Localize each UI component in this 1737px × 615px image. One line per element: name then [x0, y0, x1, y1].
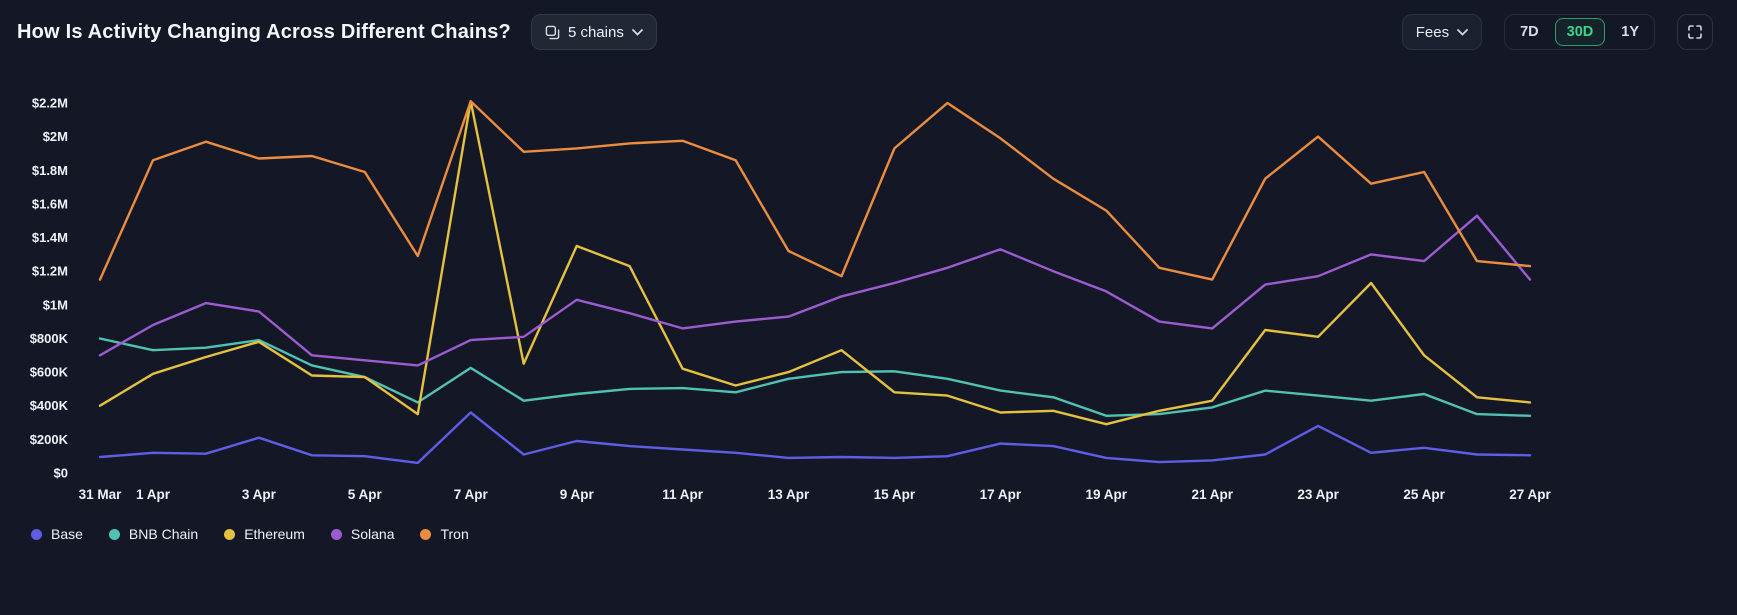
legend-dot-bnb-chain [108, 528, 120, 540]
x-axis-tick-label: 17 Apr [980, 487, 1022, 502]
chart-header: How Is Activity Changing Across Differen… [0, 0, 1737, 64]
series-line-solana[interactable] [98, 214, 1532, 367]
chains-icon [545, 25, 560, 40]
y-axis-tick-label: $1M [43, 297, 68, 312]
y-axis-tick-label: $1.8M [32, 163, 68, 178]
series-line-ethereum[interactable] [98, 100, 1532, 426]
legend-dot-tron [420, 528, 432, 540]
legend-label-base: Base [51, 526, 83, 542]
legend-label-solana: Solana [350, 526, 395, 542]
y-axis-tick-label: $2M [43, 129, 68, 144]
x-axis-tick-label: 15 Apr [874, 487, 916, 502]
chart-area: $0 $200K $400K $600K $800K $1M $1.2M $1.4M $1.6M… [0, 64, 1737, 516]
fullscreen-icon [1687, 24, 1703, 40]
x-axis-tick-label: 9 Apr [560, 487, 595, 502]
x-axis-tick-label: 23 Apr [1297, 487, 1339, 502]
x-axis-tick-label: 1 Apr [136, 487, 171, 502]
x-axis-tick-label: 21 Apr [1191, 487, 1233, 502]
time-range-7d[interactable]: 7D [1508, 18, 1551, 46]
fullscreen-button[interactable] [1677, 14, 1713, 50]
metric-dropdown-label: Fees [1415, 23, 1450, 41]
x-axis-tick-label: 7 Apr [454, 487, 489, 502]
legend-item-ethereum[interactable]: Ethereum [224, 526, 305, 542]
series-line-tron[interactable] [98, 100, 1532, 281]
time-range-1y[interactable]: 1Y [1609, 18, 1651, 46]
time-range-30d[interactable]: 30D [1554, 18, 1606, 46]
x-axis-tick-label: 3 Apr [242, 487, 277, 502]
x-axis-tick-label: 19 Apr [1086, 487, 1128, 502]
y-axis-tick-label: $600K [30, 365, 69, 380]
y-axis-tick-label: $1.2M [32, 264, 68, 279]
y-axis-tick-label: $200K [30, 432, 69, 447]
x-axis-tick-label: 25 Apr [1403, 487, 1445, 502]
y-axis-tick-label: $0 [54, 466, 68, 481]
activity-line-chart[interactable]: $0 $200K $400K $600K $800K $1M $1.2M $1.4M $1.6M… [0, 64, 1737, 516]
chains-filter-button[interactable]: 5 chains [530, 14, 657, 50]
y-axis-tick-label: $2.2M [32, 96, 68, 111]
legend-item-solana[interactable]: Solana [330, 526, 395, 542]
x-axis-tick-label: 11 Apr [662, 487, 704, 502]
series-line-base[interactable] [98, 411, 1532, 465]
metric-dropdown-fees[interactable]: Fees [1401, 14, 1483, 50]
x-axis-tick-label: 13 Apr [768, 487, 810, 502]
x-axis-tick-label: 5 Apr [348, 487, 383, 502]
time-range-group: 7D 30D 1Y [1504, 14, 1655, 50]
legend-dot-base [31, 528, 42, 540]
chains-filter-label: 5 chains [567, 23, 624, 41]
page-title: How Is Activity Changing Across Differen… [17, 20, 511, 43]
legend-item-tron[interactable]: Tron [420, 526, 469, 542]
legend-dot-ethereum [224, 528, 236, 540]
y-axis-tick-label: $1.6M [32, 196, 68, 211]
legend-dot-solana [330, 528, 342, 540]
y-axis-tick-label: $400K [30, 398, 69, 413]
legend-label-tron: Tron [440, 526, 469, 542]
series-line-bnb-chain[interactable] [98, 337, 1532, 417]
x-axis-tick-label: 27 Apr [1509, 487, 1551, 502]
legend-label-ethereum: Ethereum [244, 526, 305, 542]
x-axis-tick-label: 31 Mar [79, 487, 123, 502]
y-axis-tick-label: $800K [30, 331, 69, 346]
chevron-down-icon [1457, 28, 1468, 36]
legend-item-base[interactable]: Base [31, 526, 83, 542]
y-axis-tick-label: $1.4M [32, 230, 68, 245]
chevron-down-icon [631, 28, 643, 36]
legend-label-bnb-chain: BNB Chain [128, 526, 199, 542]
chart-legend: Base BNB Chain Ethereum Solana Tron [0, 526, 1737, 542]
legend-item-bnb-chain[interactable]: BNB Chain [108, 526, 199, 542]
